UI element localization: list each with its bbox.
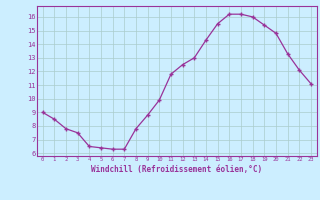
X-axis label: Windchill (Refroidissement éolien,°C): Windchill (Refroidissement éolien,°C)	[91, 165, 262, 174]
